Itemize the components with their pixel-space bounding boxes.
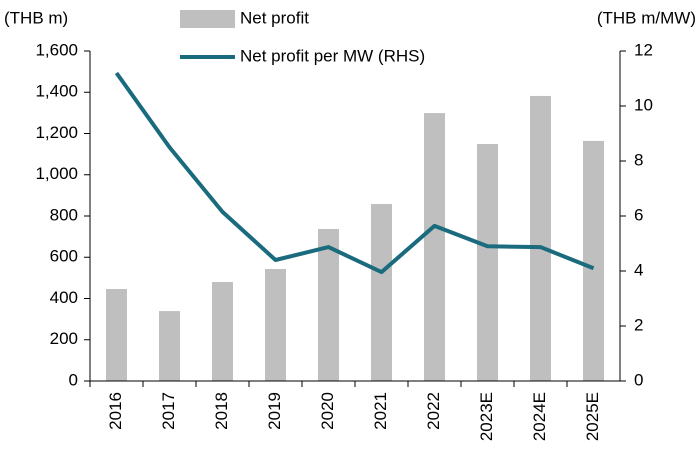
line xyxy=(114,71,595,275)
y-tick-label: 0 xyxy=(69,370,78,389)
y2-tick-label: 4 xyxy=(634,260,643,279)
bar xyxy=(265,269,286,381)
legend-swatch xyxy=(180,10,235,28)
bar xyxy=(212,282,233,381)
y-axis-label: (THB m) xyxy=(4,8,68,27)
legend-label: Net profit per MW (RHS) xyxy=(240,46,425,65)
bar xyxy=(424,113,445,382)
bar xyxy=(477,144,498,381)
x-tick-label: 2017 xyxy=(159,392,178,430)
bar xyxy=(371,204,392,381)
x-tick-label: 2024E xyxy=(530,392,549,441)
x-tick-label: 2023E xyxy=(477,392,496,441)
y-tick-label: 1,000 xyxy=(35,164,78,183)
x-tick-label: 2016 xyxy=(106,392,125,430)
x-tick-label: 2019 xyxy=(265,392,284,430)
legend-label: Net profit xyxy=(240,8,309,27)
y-tick-label: 1,600 xyxy=(35,40,78,59)
bar xyxy=(159,311,180,381)
y-tick-label: 800 xyxy=(50,205,78,224)
y2-tick-label: 0 xyxy=(634,370,643,389)
x-tick-label: 2022 xyxy=(424,392,443,430)
y2-tick-label: 10 xyxy=(634,95,653,114)
y2-axis-label: (THB m/MW) xyxy=(597,8,696,27)
x-tick-label: 2020 xyxy=(318,392,337,430)
y2-tick-label: 2 xyxy=(634,315,643,334)
y-tick-label: 400 xyxy=(50,288,78,307)
y-tick-label: 1,200 xyxy=(35,123,78,142)
y-tick-label: 200 xyxy=(50,329,78,348)
x-tick-label: 2025E xyxy=(583,392,602,441)
y-tick-label: 600 xyxy=(50,247,78,266)
y2-tick-label: 8 xyxy=(634,150,643,169)
bar xyxy=(318,228,339,381)
y2-tick-label: 6 xyxy=(634,205,643,224)
y-tick-label: 1,400 xyxy=(35,82,78,101)
x-tick-label: 2021 xyxy=(371,392,390,430)
y2-tick-label: 12 xyxy=(634,40,653,59)
bar xyxy=(583,140,604,381)
x-tick-label: 2018 xyxy=(212,392,231,430)
bar xyxy=(530,95,551,382)
bar xyxy=(106,289,127,381)
